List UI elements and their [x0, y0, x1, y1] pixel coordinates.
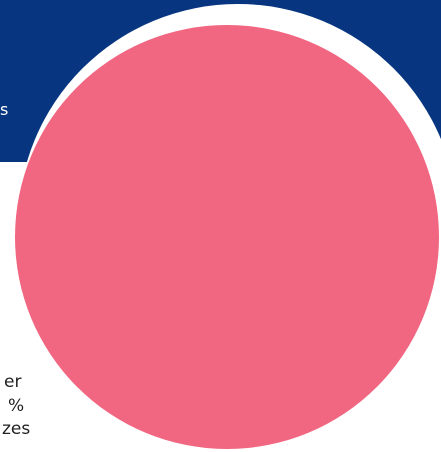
body-text-line-3: zes [2, 419, 31, 439]
body-text-line-2: % [8, 396, 25, 416]
body-text-line-1: er [4, 372, 22, 392]
pink-circle [15, 25, 439, 449]
banner-text-fragment: s [0, 100, 9, 119]
